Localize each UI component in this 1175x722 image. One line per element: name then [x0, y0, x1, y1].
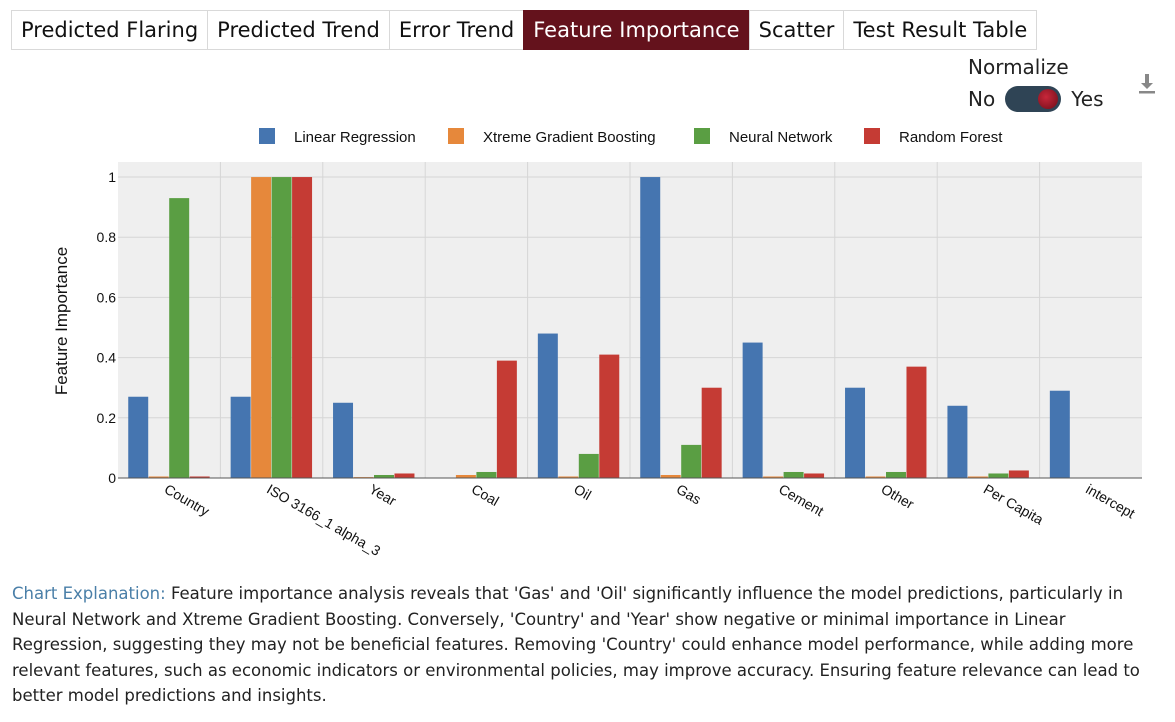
tab-scatter[interactable]: Scatter [748, 10, 845, 50]
bar [906, 366, 927, 478]
bar [148, 476, 169, 478]
bar [886, 471, 906, 478]
bar [292, 177, 313, 479]
bar [681, 444, 702, 478]
normalize-toggle-row: No Yes [968, 86, 1104, 112]
legend-label: Random Forest [899, 129, 1003, 146]
bar [169, 198, 190, 478]
legend-swatch [448, 128, 464, 144]
y-tick-label: 0.8 [97, 229, 117, 245]
chart-bars [128, 177, 1070, 479]
bar [333, 402, 354, 478]
tab-error-trend[interactable]: Error Trend [388, 10, 525, 50]
bar [640, 177, 661, 479]
bar [947, 405, 968, 478]
bar [804, 473, 825, 478]
bar [189, 476, 210, 478]
x-tick-label: Gas [674, 481, 704, 508]
x-tick-label: Country [162, 481, 212, 519]
y-axis: 0 0.2 0.4 0.6 0.8 1 [97, 169, 117, 486]
tab-predicted-trend[interactable]: Predicted Trend [207, 10, 390, 50]
chart-legend: Linear Regression Xtreme Gradient Boostin… [259, 128, 1003, 146]
bar [845, 387, 866, 478]
y-tick-label: 0.2 [97, 410, 117, 426]
y-tick-label: 0.4 [97, 350, 117, 366]
bar [988, 473, 1009, 478]
legend-label: Neural Network [729, 129, 833, 146]
bar [496, 360, 517, 478]
legend-label: Linear Regression [294, 129, 416, 146]
tab-test-result-table[interactable]: Test Result Table [843, 10, 1038, 50]
bar [394, 473, 415, 478]
y-tick-label: 0.6 [97, 289, 117, 305]
bar [374, 474, 394, 478]
bar [230, 396, 251, 478]
x-tick-label: Coal [469, 481, 502, 509]
x-tick-label: ISO 3166_1 alpha_3 [264, 481, 383, 559]
x-tick-label: Other [879, 481, 918, 513]
tab-predicted-flaring[interactable]: Predicted Flaring [11, 10, 209, 50]
y-axis-title: Feature Importance [52, 247, 71, 395]
bar [701, 387, 722, 478]
legend-swatch [259, 128, 275, 144]
normalize-toggle[interactable] [1005, 86, 1062, 112]
tab-bar: Predicted Flaring Predicted Trend Error … [11, 10, 1038, 50]
bar [742, 342, 763, 478]
y-tick-label: 0 [108, 470, 116, 486]
normalize-title: Normalize [968, 55, 1069, 79]
bar [476, 471, 497, 478]
bar [660, 474, 681, 478]
bar [865, 476, 886, 478]
bar [599, 354, 620, 478]
bar [1008, 470, 1029, 478]
explanation-text: Feature importance analysis reveals that… [12, 584, 1140, 705]
download-icon[interactable] [1137, 72, 1157, 96]
legend-swatch [694, 128, 710, 144]
bar [578, 453, 599, 478]
feature-importance-chart: Linear Regression Xtreme Gradient Boostin… [52, 128, 1142, 559]
normalize-off-label: No [968, 87, 996, 111]
bar [1049, 390, 1070, 478]
tab-feature-importance[interactable]: Feature Importance [523, 10, 750, 50]
legend-label: Xtreme Gradient Boosting [483, 129, 656, 146]
x-tick-label: Year [367, 481, 400, 509]
chart-explanation: Chart Explanation: Feature importance an… [12, 581, 1162, 709]
bar [271, 177, 292, 479]
x-tick-label: intercept [1083, 481, 1138, 522]
bar [128, 396, 149, 478]
y-tick-label: 1 [108, 169, 116, 185]
bar [537, 333, 558, 478]
normalize-on-label: Yes [1071, 87, 1104, 111]
bar [558, 476, 579, 478]
toggle-knob [1038, 89, 1059, 109]
bar [251, 177, 272, 479]
bar [455, 474, 476, 478]
x-tick-label: Per Capita [981, 481, 1046, 528]
bar [763, 476, 784, 478]
explanation-label: Chart Explanation: [12, 584, 166, 603]
bar [783, 471, 804, 478]
legend-swatch [864, 128, 880, 144]
x-tick-label: Oil [571, 481, 594, 503]
bar [967, 476, 988, 478]
x-tick-label: Cement [776, 481, 827, 519]
